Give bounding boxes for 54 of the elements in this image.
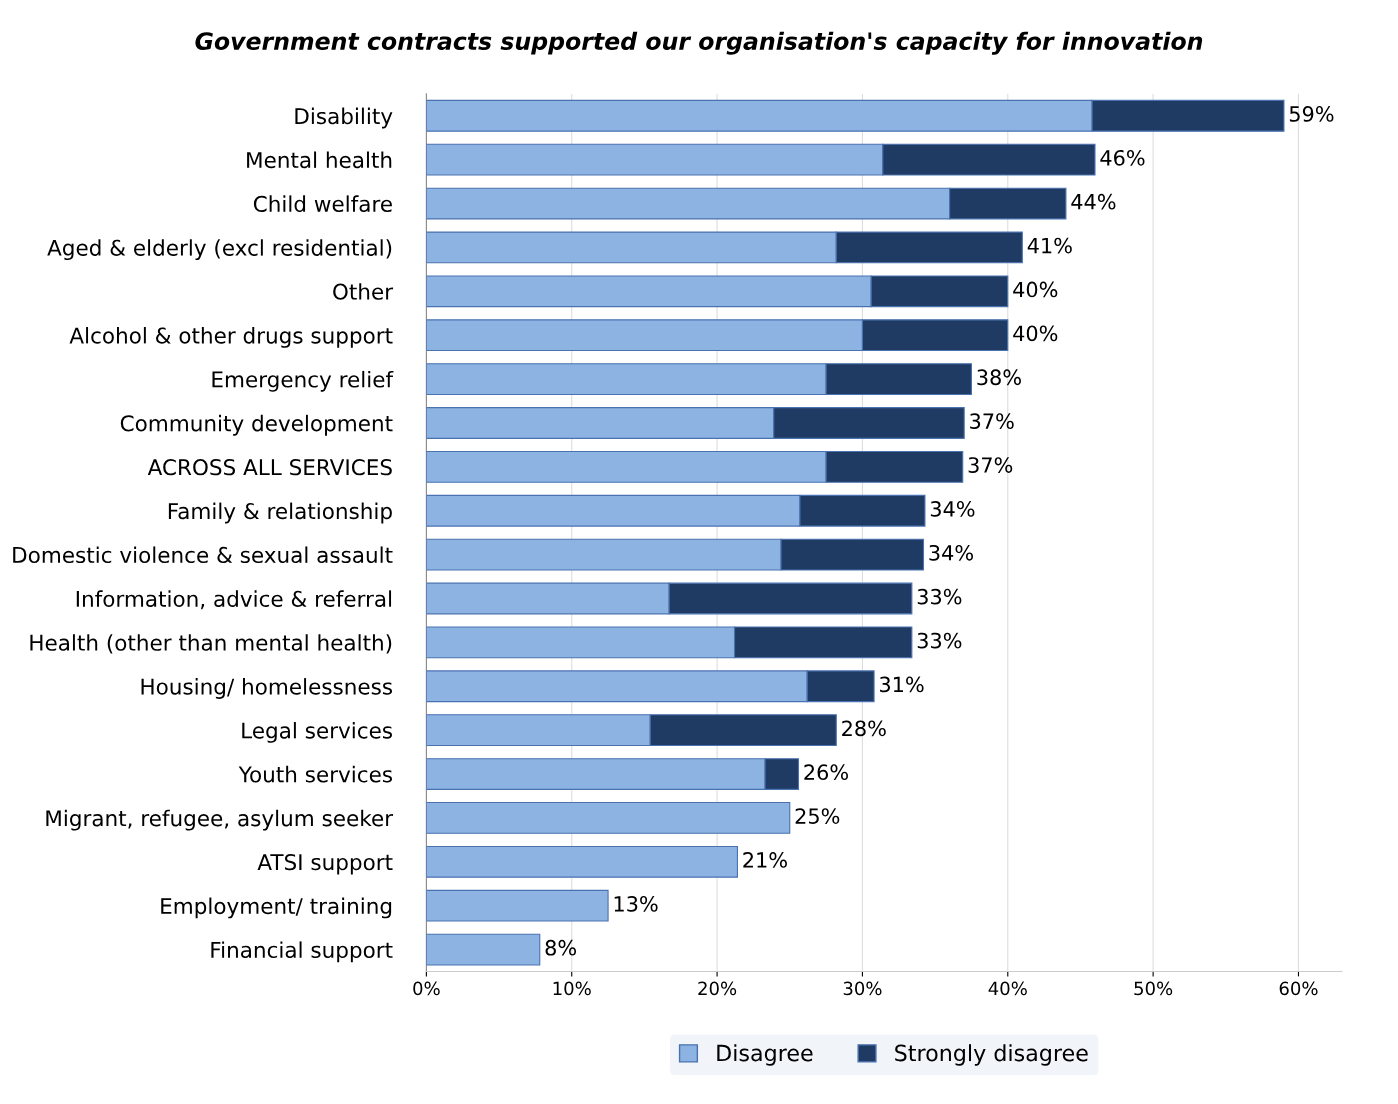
x-tick-label: 50% xyxy=(1134,981,1173,996)
total-label: 33% xyxy=(917,588,962,605)
y-tick-label: Legal services xyxy=(242,721,392,743)
y-tick-label: Emergency relief xyxy=(212,370,394,392)
y-tick-label: Child welfare xyxy=(253,195,392,213)
total-label: 33% xyxy=(917,632,962,649)
total-label: 34% xyxy=(930,501,975,517)
total-label: 37% xyxy=(968,457,1013,473)
total-label: 37% xyxy=(970,413,1014,430)
x-tick-label: 60% xyxy=(1279,981,1318,996)
bar xyxy=(426,802,791,834)
y-tick-label: Financial support xyxy=(211,941,393,963)
total-label: 41% xyxy=(1027,237,1072,254)
y-tick-label: Health (other than mental health) xyxy=(30,634,392,654)
y-tick-label: ATSI support xyxy=(257,854,393,875)
y-tick-label: Youth services xyxy=(238,765,393,783)
total-label: 26% xyxy=(804,764,848,781)
x-tick-label: 20% xyxy=(698,981,737,996)
x-tick-label: 30% xyxy=(843,981,882,996)
total-label: 21% xyxy=(743,852,787,868)
bar xyxy=(426,889,609,922)
total-label: 25% xyxy=(795,808,840,824)
total-label: 34% xyxy=(929,544,973,561)
y-tick-label: Community development xyxy=(120,414,393,436)
y-tick-label: Other xyxy=(333,283,394,300)
x-tick-label: 0% xyxy=(413,981,440,996)
y-tick-label: Housing/ homelessness xyxy=(141,678,393,699)
legend-label: Disagree xyxy=(717,1044,813,1066)
total-label: 13% xyxy=(614,895,658,912)
total-label: 40% xyxy=(1013,325,1058,342)
y-tick-label: Family & relationship xyxy=(168,502,392,524)
legend-label: Strongly disagree xyxy=(895,1044,1088,1066)
total-label: 31% xyxy=(880,676,924,693)
total-label: 59% xyxy=(1289,106,1334,122)
y-tick-label: Alcohol & other drugs support xyxy=(69,327,393,348)
y-tick-label: ACROSS ALL SERVICES xyxy=(147,459,392,476)
total-label: 44% xyxy=(1071,193,1116,210)
bar xyxy=(426,845,738,878)
x-tick-label: 10% xyxy=(553,981,591,996)
y-tick-label: Mental health xyxy=(247,151,392,169)
chart-title: Government contracts supported our organisation's capacity for innovation xyxy=(195,31,1203,55)
total-label: 40% xyxy=(1013,281,1058,298)
y-tick-label: Domestic violence & sexual assault xyxy=(13,546,393,564)
total-label: 46% xyxy=(1100,149,1145,166)
y-tick-label: Employment/ training xyxy=(161,897,392,919)
y-tick-label: Migrant, refugee, asylum seeker xyxy=(46,809,394,831)
total-label: 28% xyxy=(842,720,886,737)
y-tick-label: Aged & elderly (excl residential) xyxy=(47,239,392,261)
total-label: 8% xyxy=(545,939,577,956)
y-tick-label: Information, advice & referral xyxy=(76,590,392,610)
y-tick-label: Disability xyxy=(295,107,393,129)
total-label: 38% xyxy=(977,369,1021,386)
x-tick-label: 40% xyxy=(988,981,1027,996)
bar xyxy=(426,933,541,966)
